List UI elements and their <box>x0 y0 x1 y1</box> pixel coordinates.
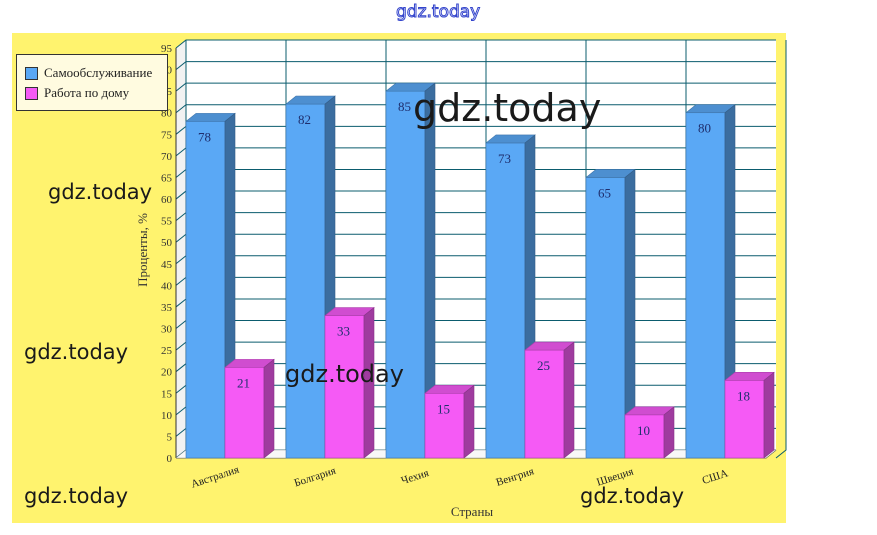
bar <box>185 121 226 459</box>
bar-value-label: 21 <box>237 375 250 390</box>
watermark-bottom-left: gdz.today <box>24 484 129 508</box>
watermark-left-middle: gdz.today <box>24 340 129 364</box>
bar-value-label: 73 <box>498 151 511 166</box>
y-tick-label: 45 <box>161 259 173 271</box>
bar-side <box>563 341 575 459</box>
legend-label-series-1: Самообслуживание <box>44 65 153 80</box>
legend-swatch-pink <box>25 86 38 100</box>
y-tick-label: 55 <box>161 216 173 228</box>
bar <box>524 349 565 459</box>
grid-line-vertical <box>775 40 787 459</box>
bar-value-label: 18 <box>737 388 750 403</box>
y-tick-label: 70 <box>161 151 173 163</box>
y-tick-label: 50 <box>161 237 173 249</box>
watermark-top: gdz.today <box>395 2 481 23</box>
bar-value-label: 15 <box>437 401 450 416</box>
bar-value-label: 10 <box>637 423 650 438</box>
legend-item-series-1: Самообслуживание <box>25 65 152 81</box>
bar-value-label: 85 <box>398 99 411 114</box>
y-axis-label: Проценты, % <box>135 213 150 287</box>
y-tick-label: 75 <box>161 129 173 141</box>
watermark-bottom-right: gdz.today <box>580 484 685 508</box>
y-tick-label: 80 <box>161 108 173 120</box>
y-tick-label: 95 <box>161 43 173 55</box>
legend-swatch-blue <box>25 66 38 80</box>
y-tick-label: 20 <box>161 367 173 379</box>
bar-side <box>263 358 275 459</box>
y-tick-label: 40 <box>161 280 173 292</box>
bar-side <box>363 306 375 459</box>
watermark-left-upper: gdz.today <box>48 180 153 204</box>
legend-item-series-2: Работа по дому <box>25 85 129 101</box>
y-tick-label: 25 <box>161 345 173 357</box>
bar <box>424 392 465 459</box>
y-tick-label: 0 <box>167 453 173 465</box>
plot-side-wall <box>176 40 186 458</box>
bar <box>624 414 665 459</box>
bar-side <box>463 384 475 459</box>
bar-value-label: 25 <box>537 358 550 373</box>
chart-legend: Самообслуживание Работа по дому <box>16 54 168 111</box>
legend-label-series-2: Работа по дому <box>44 85 130 100</box>
y-tick-label: 5 <box>167 431 173 443</box>
bar <box>285 103 326 459</box>
y-tick-label: 35 <box>161 302 173 314</box>
bar <box>724 380 765 459</box>
x-axis-label: Страны <box>451 504 494 519</box>
watermark-center: gdz.today <box>285 360 404 388</box>
bar-value-label: 80 <box>698 121 711 136</box>
bar-side <box>663 406 675 459</box>
bar <box>485 142 526 459</box>
bar-value-label: 82 <box>298 112 311 127</box>
bar <box>685 112 726 459</box>
bar-value-label: 78 <box>198 129 211 144</box>
plot-area <box>186 40 776 450</box>
bar <box>385 90 426 459</box>
watermark-large: gdz.today <box>413 86 602 130</box>
bar-side <box>763 371 775 459</box>
y-tick-label: 10 <box>161 410 173 422</box>
y-tick-label: 60 <box>161 194 173 206</box>
bar <box>224 367 265 459</box>
bar <box>324 315 365 459</box>
bar-value-label: 33 <box>337 324 350 339</box>
y-tick-label: 30 <box>161 324 173 336</box>
y-tick-label: 65 <box>161 172 173 184</box>
y-tick-label: 15 <box>161 388 173 400</box>
bar <box>585 177 626 459</box>
bar-value-label: 65 <box>598 185 611 200</box>
